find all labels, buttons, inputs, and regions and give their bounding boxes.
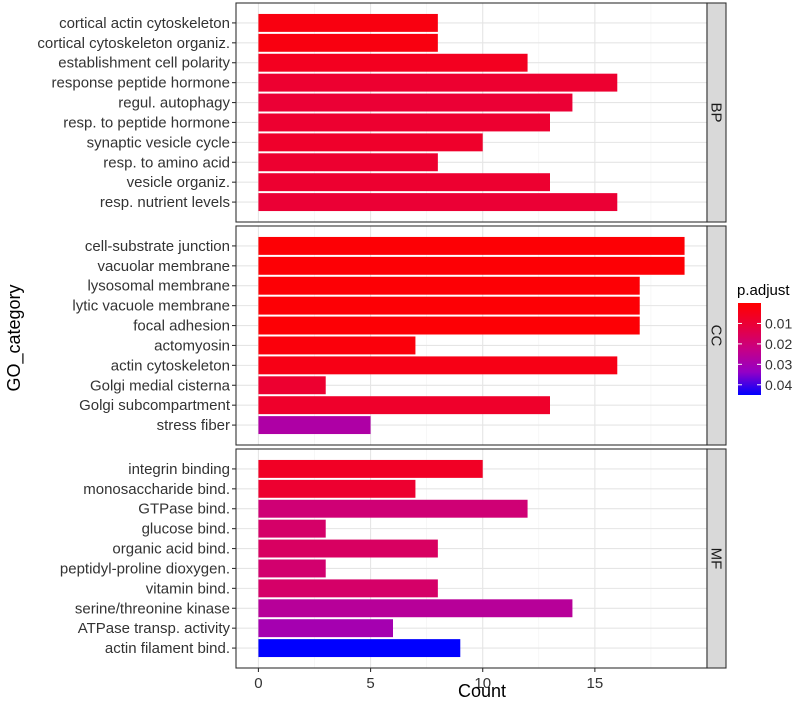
legend-tick-label: 0.04 (765, 377, 792, 393)
x-tick-label: 15 (587, 675, 604, 692)
x-tick-label: 5 (366, 675, 374, 692)
category-label: glucose bind. (142, 521, 230, 538)
category-label: peptidyl-proline dioxygen. (60, 560, 230, 577)
bar-bp-2 (258, 53, 528, 72)
bar-bp-1 (258, 33, 438, 52)
category-label: establishment cell polarity (58, 55, 230, 72)
bar-mf-2 (258, 499, 528, 518)
category-label: Golgi medial cisterna (90, 377, 231, 394)
facet-panel-cc: cell-substrate junction vacuolar membrane… (72, 225, 727, 446)
bar-cc-6 (258, 356, 618, 375)
x-axis-title: Count (458, 681, 506, 701)
category-label: response peptide hormone (52, 75, 230, 92)
bar-bp-8 (258, 173, 550, 192)
x-tick-label: 10 (474, 675, 491, 692)
bar-bp-3 (258, 73, 618, 92)
bar-bp-4 (258, 93, 573, 112)
facet-strip-label: MF (708, 548, 725, 570)
category-label: monosaccharide bind. (83, 481, 230, 498)
category-label: integrin binding (128, 461, 230, 478)
category-label: ATPase transp. activity (78, 620, 231, 637)
category-label: cell-substrate junction (85, 238, 230, 255)
bar-cc-8 (258, 396, 550, 415)
category-label: cortical cytoskeleton organiz. (37, 35, 230, 52)
category-label: GTPase bind. (138, 501, 230, 518)
category-label: vacuolar membrane (97, 258, 230, 275)
category-label: resp. to peptide hormone (63, 114, 230, 131)
bar-bp-6 (258, 133, 483, 152)
bar-mf-7 (258, 599, 573, 618)
bar-bp-9 (258, 193, 618, 212)
category-label: resp. to amino acid (103, 154, 230, 171)
bar-mf-1 (258, 479, 416, 498)
category-label: vesicle organiz. (127, 174, 230, 191)
bar-bp-7 (258, 153, 438, 172)
category-label: resp. nutrient levels (100, 194, 230, 211)
legend-tick-label: 0.03 (765, 356, 792, 372)
facet-panel-mf: integrin binding monosaccharide bind. GTPa… (60, 448, 727, 669)
category-label: stress fiber (157, 417, 230, 434)
facet-strip-label: BP (708, 102, 725, 122)
bar-bp-0 (258, 13, 438, 32)
bar-bp-5 (258, 113, 550, 132)
facet-strip-mf: MF (706, 448, 727, 669)
y-axis-title: GO_category (4, 284, 25, 391)
category-label: focal adhesion (133, 318, 230, 335)
legend-title: p.adjust (737, 282, 790, 299)
legend-tick-label: 0.02 (765, 336, 792, 352)
category-label: actin filament bind. (105, 640, 230, 657)
bar-mf-5 (258, 559, 326, 578)
bar-cc-4 (258, 316, 640, 335)
category-label: cortical actin cytoskeleton (59, 15, 230, 32)
bar-cc-2 (258, 276, 640, 295)
bar-mf-8 (258, 619, 393, 638)
bar-cc-9 (258, 416, 371, 435)
facet-strip-label: CC (708, 325, 725, 347)
bar-mf-4 (258, 539, 438, 558)
bar-mf-3 (258, 519, 326, 538)
category-label: synaptic vesicle cycle (87, 134, 230, 151)
bar-cc-7 (258, 376, 326, 395)
category-label: organic acid bind. (112, 541, 230, 558)
category-label: vitamin bind. (146, 580, 230, 597)
category-label: Golgi subcompartment (79, 397, 231, 414)
bar-mf-9 (258, 639, 461, 658)
facet-strip-bp: BP (706, 2, 727, 223)
bar-cc-3 (258, 296, 640, 315)
bar-mf-6 (258, 579, 438, 598)
category-label: lytic vacuole membrane (72, 298, 230, 315)
facet-strip-cc: CC (706, 225, 727, 446)
legend-tick-label: 0.01 (765, 315, 792, 331)
legend: p.adjust 0.01 0.02 0.03 0.04 (737, 282, 792, 395)
bar-cc-0 (258, 236, 685, 255)
legend-colorbar (738, 303, 761, 395)
category-label: actin cytoskeleton (111, 357, 230, 374)
x-tick-label: 0 (254, 675, 262, 692)
category-label: lysosomal membrane (87, 278, 230, 295)
facet-panel-bp: cortical actin cytoskeleton cortical cyto… (37, 2, 727, 223)
bar-cc-5 (258, 336, 416, 355)
category-label: serine/threonine kinase (75, 600, 230, 617)
category-label: actomyosin (154, 337, 230, 354)
bar-mf-0 (258, 459, 483, 478)
bar-cc-1 (258, 256, 685, 275)
category-label: regul. autophagy (118, 95, 230, 112)
